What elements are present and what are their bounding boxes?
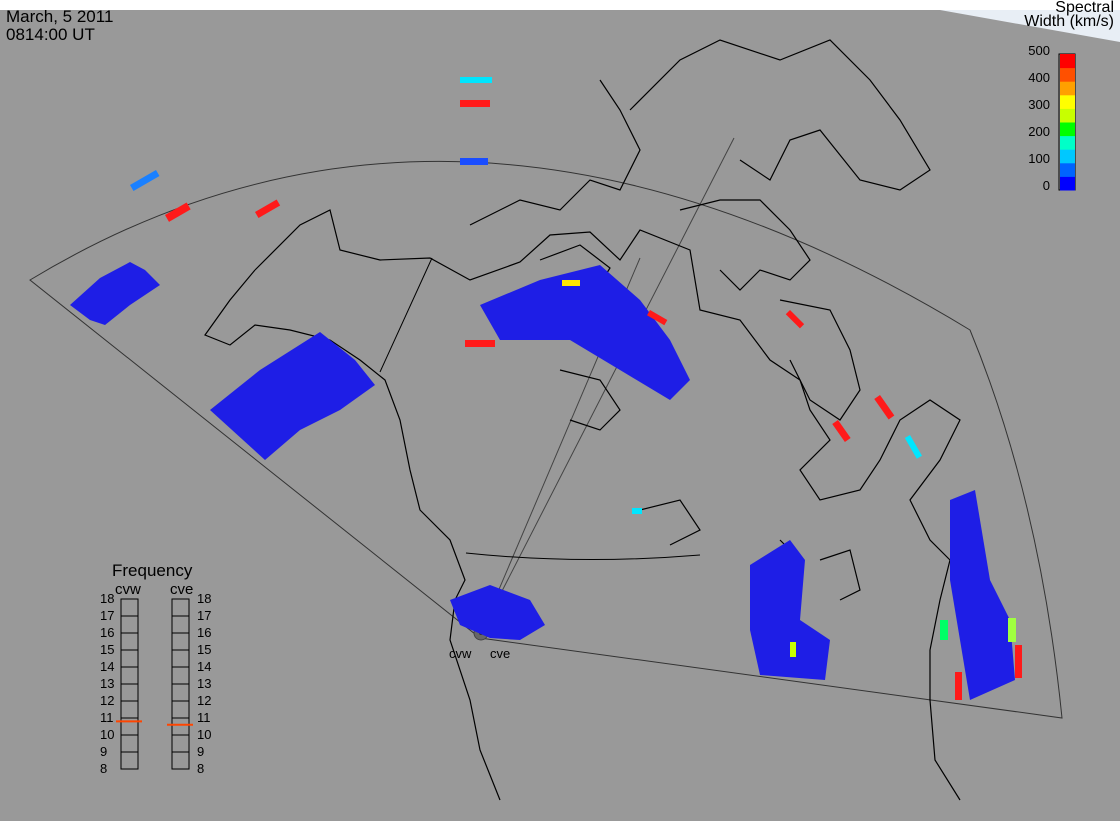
echo-red-6 <box>874 395 895 420</box>
echo-blue-1 <box>460 158 488 165</box>
cvw-scale-label: 13 <box>100 676 115 691</box>
cve-scale-label: 18 <box>197 591 212 606</box>
color-scale-swatch <box>1060 176 1075 191</box>
cve-scale-label: 14 <box>197 659 212 674</box>
cvw-scale-label: 18 <box>100 591 115 606</box>
echo-cyan-3 <box>632 508 642 514</box>
cvw-scale-label: 17 <box>100 608 115 623</box>
echo-region-radar-fan <box>450 585 545 640</box>
radar-label-cve: cve <box>490 646 511 661</box>
echo-red-9 <box>955 672 962 700</box>
echo-region-alaska-west <box>70 262 160 325</box>
echo-red-1 <box>460 100 490 107</box>
legend-subtitle: Width (km/s) <box>1024 13 1114 30</box>
cve-scale-label: 11 <box>197 710 211 725</box>
color-scale-swatch <box>1060 67 1075 82</box>
cve-scale-label: 17 <box>197 608 212 623</box>
date-label: March, 5 2011 <box>6 7 114 26</box>
cvw-scale-label: 10 <box>100 727 115 742</box>
field-of-view-boundary <box>29 160 1063 719</box>
legend-title: Spectral <box>1055 0 1114 16</box>
frequency-title: Frequency <box>112 561 193 580</box>
echo-yellow-1 <box>562 280 580 286</box>
cvw-scale-label: 16 <box>100 625 115 640</box>
echo-red-10 <box>465 340 495 347</box>
cvw-scale-label: 15 <box>100 642 115 657</box>
cve-scale-label: 9 <box>197 744 205 759</box>
us-canada-border <box>465 552 701 561</box>
alaska-border <box>379 257 433 373</box>
color-scale-swatch <box>1060 94 1075 109</box>
cvw-gauge-label: cvw <box>115 581 141 598</box>
legend-tick-label: 100 <box>1028 151 1050 166</box>
cvw-scale-label: 9 <box>100 744 108 759</box>
echo-green-1 <box>940 620 948 640</box>
map-corner-pale <box>940 10 1120 42</box>
echo-lime-2 <box>790 642 796 657</box>
cve-gauge-label: cve <box>170 581 194 598</box>
cve-scale-label: 15 <box>197 642 212 657</box>
echo-red-5 <box>785 309 805 329</box>
cve-scale-label: 8 <box>197 761 205 776</box>
legend-tick-label: 0 <box>1042 178 1050 193</box>
cvw-scale-label: 8 <box>100 761 108 776</box>
color-scale-swatch <box>1060 149 1075 164</box>
color-scale-swatch <box>1060 162 1075 177</box>
echo-region-alaska-south <box>210 332 375 460</box>
echo-cyan-1 <box>460 77 492 83</box>
legend-tick-label: 400 <box>1028 70 1050 85</box>
cvw-scale-label: 11 <box>100 710 114 725</box>
color-scale-swatch <box>1060 54 1075 69</box>
color-scale-swatch <box>1060 108 1075 123</box>
echo-red-7 <box>832 420 851 443</box>
color-scale-swatch <box>1060 81 1075 96</box>
cvw-scale-label: 14 <box>100 659 115 674</box>
map-background <box>0 10 1120 821</box>
cve-scale-label: 12 <box>197 693 212 708</box>
radar-label-cvw: cvw <box>449 646 472 661</box>
echo-blue-2 <box>130 170 160 192</box>
cve-scale-label: 13 <box>197 676 212 691</box>
echo-red-3 <box>255 199 281 219</box>
echo-region-arctic <box>480 265 690 400</box>
echo-red-4 <box>646 309 668 326</box>
cvw-scale-label: 12 <box>100 693 115 708</box>
echo-cyan-2 <box>904 435 922 459</box>
backscatter-cells <box>70 77 1022 700</box>
echo-region-great-lakes <box>750 540 830 680</box>
echo-region-east-coast <box>950 490 1015 700</box>
legend-tick-label: 500 <box>1028 43 1050 58</box>
legend-tick-label: 200 <box>1028 124 1050 139</box>
legend-tick-label: 300 <box>1028 97 1050 112</box>
time-label: 0814:00 UT <box>6 25 95 44</box>
echo-red-2 <box>165 202 191 222</box>
echo-red-8 <box>1015 645 1022 678</box>
cve-scale-label: 10 <box>197 727 212 742</box>
color-scale-swatch <box>1060 135 1075 150</box>
cve-scale-label: 16 <box>197 625 212 640</box>
echo-lime-1 <box>1008 618 1016 642</box>
color-scale-swatch <box>1060 122 1075 137</box>
beam-line-west <box>479 137 735 635</box>
